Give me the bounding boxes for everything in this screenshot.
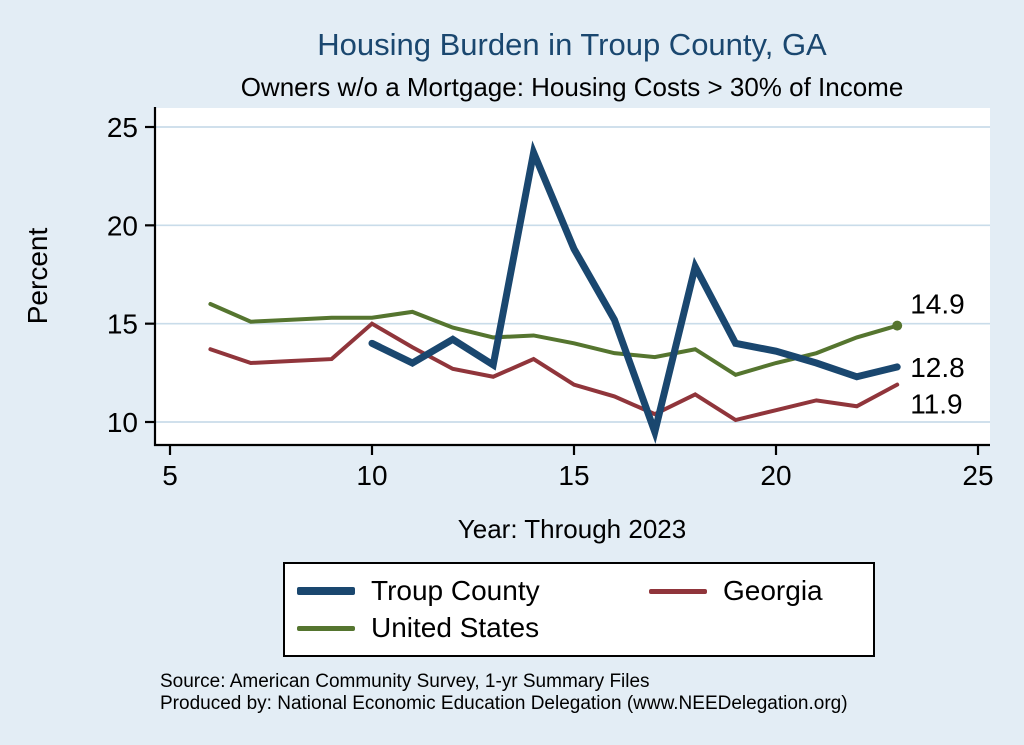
- source-line: Source: American Community Survey, 1-yr …: [160, 671, 650, 692]
- y-tick-label: 15: [107, 309, 138, 340]
- y-tick-label: 10: [107, 407, 138, 438]
- chart-title: Housing Burden in Troup County, GA: [317, 27, 827, 62]
- plot-area: [155, 108, 990, 445]
- legend-item-united-states: United States: [297, 612, 649, 644]
- united-states-line: [208, 302, 900, 377]
- legend-item-georgia: Georgia: [649, 575, 873, 607]
- y-tick-label: 20: [107, 210, 138, 241]
- georgia-line-swatch: [649, 588, 707, 594]
- legend-item-troup-county: Troup County: [297, 575, 649, 607]
- georgia-end-label: 11.9: [910, 389, 962, 420]
- legend-label-troup-county: Troup County: [371, 575, 540, 606]
- georgia-line: [208, 321, 900, 423]
- troup-county-end-label: 12.8: [910, 352, 965, 383]
- united-states-end-label: 14.9: [910, 289, 965, 320]
- legend: Troup County Georgia United States: [283, 562, 875, 658]
- troup-county-line: [368, 140, 901, 444]
- x-axis-title: Year: Through 2023: [457, 514, 687, 544]
- source-note: Source: American Community Survey, 1-yr …: [160, 671, 848, 714]
- x-tick-label: 25: [962, 460, 993, 491]
- troup-county-line-swatch: [297, 587, 355, 596]
- legend-label-united-states: United States: [371, 612, 540, 644]
- legend-label-georgia: Georgia: [723, 575, 823, 606]
- united-states-end-marker: [892, 320, 903, 331]
- produced-by-line: Produced by: National Economic Education…: [160, 692, 848, 714]
- chart-subtitle: Owners w/o a Mortgage: Housing Costs > 3…: [240, 72, 904, 102]
- y-axis-title: Percent: [22, 227, 53, 325]
- x-tick-label: 10: [356, 460, 387, 491]
- x-tick-label: 15: [558, 460, 589, 491]
- x-tick-label: 20: [760, 460, 791, 491]
- x-tick-label: 5: [162, 460, 178, 491]
- y-tick-label: 25: [107, 112, 138, 143]
- united-states-line-swatch: [297, 625, 355, 631]
